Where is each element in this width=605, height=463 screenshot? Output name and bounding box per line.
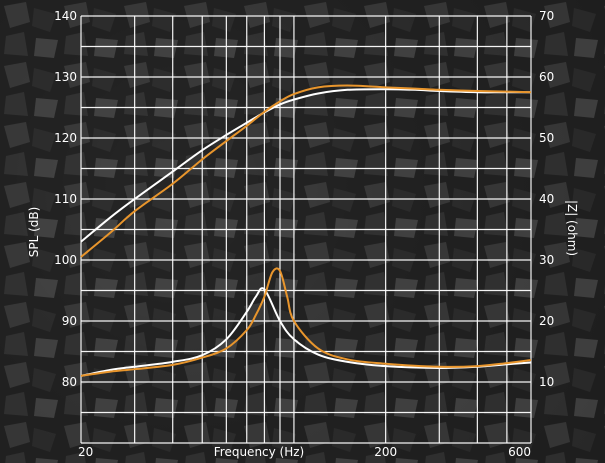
y-right-tick-label: 30 (539, 253, 554, 267)
y-right-tick-label: 70 (539, 9, 554, 23)
series-line-spl-orange (80, 84, 532, 258)
y-axis-label-left: SPL (dB) (27, 207, 41, 258)
series-line-spl-white (80, 88, 531, 243)
y-left-tick-label: 90 (62, 314, 77, 328)
y-right-tick-label: 60 (539, 70, 554, 84)
x-tick-label: 20 (78, 445, 93, 459)
series-line-impedance-white (80, 287, 532, 377)
data-series (80, 84, 532, 377)
x-tick-label: 200 (374, 445, 397, 459)
y-left-tick-label: 120 (54, 131, 77, 145)
series-line-impedance-orange (80, 267, 532, 377)
y-left-tick-label: 80 (62, 375, 77, 389)
y-left-tick-label: 100 (54, 253, 77, 267)
y-left-tick-label: 130 (54, 70, 77, 84)
y-left-tick-label: 140 (54, 9, 77, 23)
y-right-tick-label: 40 (539, 192, 554, 206)
grid-lines (80, 15, 532, 444)
x-tick-label: 600 (508, 445, 531, 459)
y-right-tick-label: 10 (539, 375, 554, 389)
y-axis-label-right: |Z| (ohm) (565, 200, 579, 256)
tick-labels: 80 90 100 110 120 130 140 10 20 30 40 50 60 70 20 200 60… (54, 9, 554, 459)
y-right-tick-label: 20 (539, 314, 554, 328)
y-left-tick-label: 110 (54, 192, 77, 206)
x-axis-label: Frequency (Hz) (214, 445, 305, 459)
y-right-tick-label: 50 (539, 131, 554, 145)
